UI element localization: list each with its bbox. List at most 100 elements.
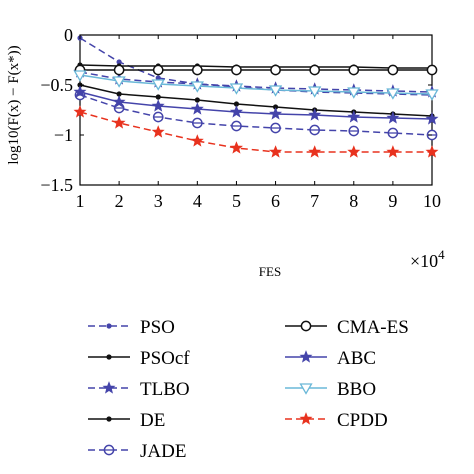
legend-marker	[300, 320, 312, 332]
legend-label: CPDD	[337, 410, 388, 431]
y-tick-label: −1.5	[40, 175, 73, 195]
legend-marker	[299, 350, 313, 363]
series-line-psocf	[79, 84, 433, 117]
series-psocf	[77, 82, 435, 119]
point-bbo-8	[347, 87, 361, 99]
legend-label: CMA-ES	[337, 317, 409, 338]
series-line-bbo	[79, 74, 433, 95]
point-psocf-5	[233, 101, 240, 107]
y-tick-label: −0.5	[40, 75, 73, 95]
y-tick-label: −1	[54, 125, 73, 145]
point-cpdd-10	[425, 145, 439, 158]
point-psocf-3	[155, 94, 161, 100]
point-cma-es-5	[231, 64, 242, 76]
legend-item-psocf: PSOcf	[88, 348, 190, 369]
y-tick-label: 0	[64, 25, 73, 45]
series-cpdd	[73, 105, 439, 158]
x-tick-label: 10	[423, 191, 441, 211]
point-cpdd-8	[347, 145, 361, 158]
legend-item-pso: PSO	[88, 317, 175, 338]
x-tick-label: 6	[271, 191, 280, 211]
series-cma-es	[74, 64, 438, 76]
legend-item-jade: JADE	[88, 441, 186, 462]
legend-label: BBO	[337, 379, 376, 400]
point-bbo-9	[386, 88, 400, 100]
legend-marker	[299, 412, 313, 425]
legend-label: DE	[140, 410, 165, 431]
legend-label: ABC	[337, 348, 376, 369]
point-cpdd-5	[229, 141, 243, 154]
point-jade-8	[348, 125, 360, 137]
point-abc-7	[308, 108, 322, 121]
point-jade-6	[270, 122, 281, 134]
point-cpdd-1	[73, 105, 87, 118]
point-bbo-1	[73, 70, 87, 82]
point-bbo-10	[425, 89, 439, 101]
point-abc-6	[269, 107, 283, 120]
point-psocf-4	[194, 97, 200, 103]
legend-item-abc: ABC	[285, 348, 376, 369]
point-bbo-6	[268, 85, 283, 97]
point-cpdd-9	[386, 145, 400, 158]
point-abc-4	[190, 102, 204, 115]
x-tick-label: 4	[193, 191, 202, 211]
x-tick-label: 7	[310, 191, 319, 211]
x-tick-label: 2	[115, 191, 124, 211]
axes: 1 2 3 4 5 6 7 8 9 10 0 −0.5 −1 −1.5	[40, 25, 441, 211]
x-multiplier-base: ×10	[410, 251, 438, 271]
x-tick-label: 1	[76, 191, 85, 211]
series-line-cpdd	[79, 111, 432, 153]
point-abc-3	[151, 99, 165, 112]
point-abc-10	[425, 112, 439, 125]
point-cpdd-3	[151, 125, 165, 138]
x-tick-label: 8	[349, 191, 358, 211]
point-cma-es-9	[387, 64, 399, 76]
point-abc-2	[112, 95, 126, 108]
point-cma-es-2	[113, 64, 125, 76]
x-multiplier: ×104	[410, 247, 445, 271]
y-axis-label: log10(F(x) − F(x*))	[6, 45, 22, 164]
legend-item-cpdd: CPDD	[285, 410, 388, 431]
series-abc	[73, 85, 439, 125]
point-cpdd-4	[190, 134, 204, 147]
legend-item-cma-es: CMA-ES	[285, 317, 409, 338]
legend-marker	[103, 444, 115, 456]
x-multiplier-exponent: 4	[438, 247, 445, 262]
x-tick-label: 9	[388, 191, 397, 211]
plot-area	[73, 34, 439, 186]
point-cma-es-6	[270, 64, 281, 76]
point-cpdd-2	[112, 116, 126, 129]
point-pso-2	[116, 59, 122, 65]
point-abc-8	[347, 110, 361, 123]
point-bbo-4	[190, 81, 204, 93]
point-cma-es-3	[152, 64, 164, 76]
point-bbo-5	[229, 83, 244, 95]
point-psocf-6	[272, 104, 279, 110]
x-axis-label: FES	[259, 264, 281, 279]
legend: PSO PSOcf TLBO DE JADE CMA-ES ABC BBO CPDD	[88, 317, 409, 462]
series-line-tlbo	[79, 71, 433, 93]
legend-item-de: DE	[88, 410, 165, 431]
series-line-jade	[79, 94, 433, 136]
point-cma-es-4	[191, 64, 203, 76]
point-bbo-2	[112, 76, 126, 88]
legend-marker	[106, 416, 112, 422]
point-jade-5	[231, 120, 242, 132]
point-bbo-7	[308, 86, 322, 98]
x-tick-label: 3	[154, 191, 163, 211]
legend-marker	[102, 381, 116, 394]
series-bbo	[73, 70, 439, 101]
point-cpdd-6	[269, 145, 283, 158]
point-jade-7	[309, 124, 321, 136]
point-cpdd-7	[308, 145, 322, 158]
x-tick-label: 5	[232, 191, 241, 211]
point-cma-es-10	[426, 64, 438, 76]
point-psocf-2	[116, 91, 122, 97]
legend-marker	[106, 354, 112, 360]
point-jade-3	[152, 111, 164, 123]
point-cma-es-8	[348, 64, 360, 76]
series-line-de	[79, 64, 432, 69]
legend-item-bbo: BBO	[285, 379, 376, 400]
legend-marker	[299, 383, 313, 395]
point-abc-1	[73, 85, 87, 98]
